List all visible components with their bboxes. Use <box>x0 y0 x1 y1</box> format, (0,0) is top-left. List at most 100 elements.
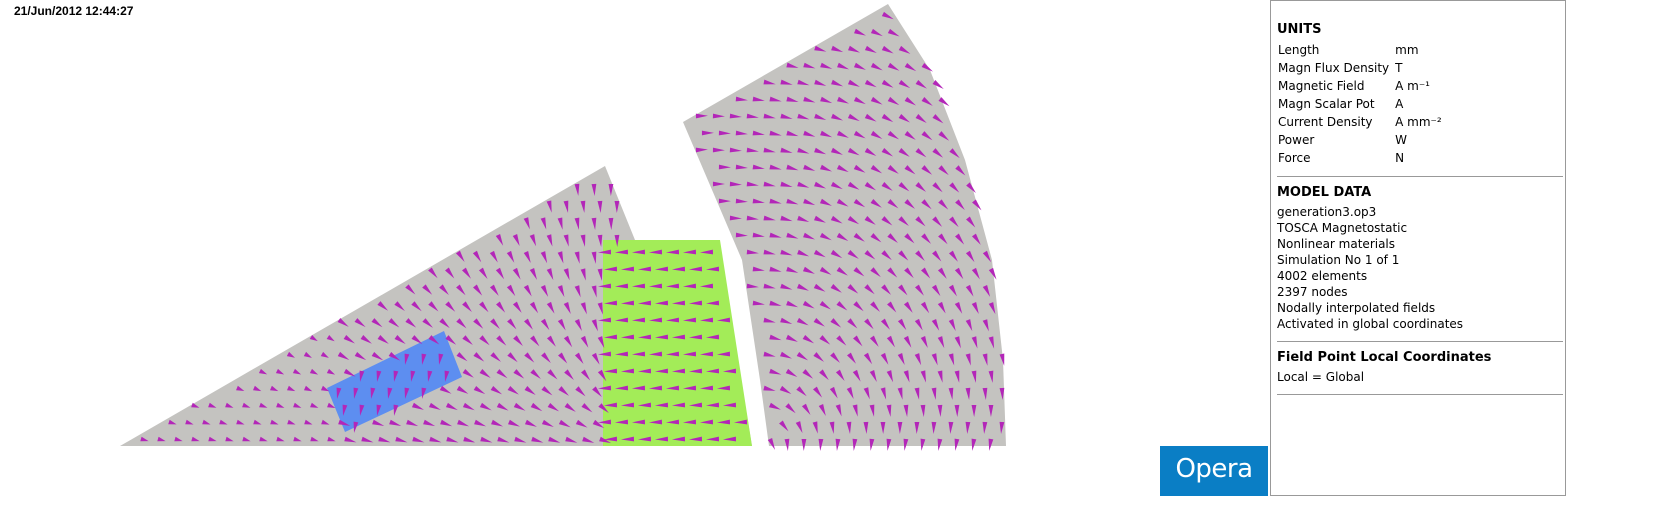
field-arrow <box>796 283 809 291</box>
field-arrow <box>377 301 389 311</box>
field-arrow <box>847 250 859 259</box>
field-arrow <box>880 352 889 365</box>
field-arrow <box>654 368 669 374</box>
field-arrow <box>395 436 408 443</box>
field-arrow <box>971 370 977 383</box>
units-row: Length mm <box>1278 41 1448 59</box>
field-arrow <box>820 62 833 69</box>
units-table: Length mm Magn Flux Density T Magnetic Fie… <box>1278 41 1448 167</box>
field-arrow <box>830 249 843 259</box>
field-arrow <box>524 386 536 395</box>
field-arrow <box>705 334 720 340</box>
model-viewport[interactable] <box>0 0 1268 528</box>
field-arrow <box>803 96 816 103</box>
field-arrow <box>529 234 537 247</box>
field-arrow <box>344 436 357 443</box>
field-arrow <box>819 198 832 206</box>
field-arrow <box>932 148 944 158</box>
field-arrow <box>971 336 978 349</box>
field-arrow <box>473 284 483 296</box>
field-arrow <box>540 318 550 331</box>
field-arrow <box>864 181 877 191</box>
field-arrow <box>784 438 790 451</box>
stator-region <box>120 166 752 446</box>
field-arrow <box>438 353 444 365</box>
field-arrow <box>903 370 910 383</box>
field-arrow <box>921 165 933 175</box>
field-arrow <box>592 419 605 429</box>
field-arrow <box>820 96 833 104</box>
field-arrow <box>507 318 517 330</box>
field-arrow <box>972 199 982 211</box>
field-arrow <box>966 216 976 228</box>
field-arrow <box>869 335 879 347</box>
field-arrow <box>914 421 920 434</box>
field-arrow <box>847 215 860 225</box>
field-arrow <box>769 300 782 306</box>
field-arrow <box>829 421 835 434</box>
field-arrow <box>904 131 916 140</box>
field-arrow <box>887 233 898 243</box>
field-arrow <box>836 198 849 207</box>
field-arrow <box>932 182 943 193</box>
field-arrow <box>140 436 149 442</box>
field-arrow <box>881 11 894 20</box>
field-arrow <box>887 62 900 71</box>
field-arrow <box>752 232 765 238</box>
units-title: UNITS <box>1277 22 1322 37</box>
field-arrow <box>797 215 810 222</box>
field-arrow <box>688 436 703 442</box>
field-arrow <box>938 97 950 107</box>
field-arrow <box>523 251 531 264</box>
field-arrow <box>881 147 894 157</box>
field-arrow <box>359 370 365 382</box>
field-arrow <box>327 436 336 442</box>
field-arrow <box>513 369 525 379</box>
field-arrow <box>496 369 508 379</box>
field-arrow <box>786 164 799 171</box>
field-arrow <box>746 283 759 289</box>
field-arrow <box>937 438 943 451</box>
field-arrow <box>769 130 782 136</box>
field-arrow <box>185 419 194 425</box>
field-arrow <box>359 404 365 416</box>
field-arrow <box>388 318 400 328</box>
field-arrow <box>971 302 979 314</box>
field-arrow <box>863 352 873 365</box>
field-arrow <box>796 386 807 397</box>
field-arrow <box>472 250 482 263</box>
field-arrow <box>671 436 686 442</box>
field-arrow <box>614 385 629 391</box>
field-arrow <box>718 130 731 136</box>
units-value: A m⁻¹ <box>1395 79 1430 93</box>
field-arrow <box>405 284 416 295</box>
field-arrow <box>971 404 977 417</box>
field-arrow <box>803 62 816 69</box>
field-arrow <box>786 232 799 239</box>
field-arrow <box>242 402 251 408</box>
field-arrow <box>310 402 319 408</box>
field-arrow <box>904 233 915 244</box>
field-arrow <box>462 301 472 312</box>
field-arrow <box>354 318 366 328</box>
field-arrow <box>506 250 515 263</box>
field-arrow <box>948 387 954 400</box>
field-arrow <box>530 402 543 412</box>
model-data-line: Simulation No 1 of 1 <box>1277 253 1400 267</box>
units-row: Force N <box>1278 149 1448 167</box>
field-arrow <box>763 147 776 153</box>
field-arrow <box>718 164 731 170</box>
units-label: Force <box>1278 151 1311 165</box>
field-arrow <box>637 402 652 408</box>
field-arrow <box>785 403 796 414</box>
field-arrow <box>446 436 459 443</box>
field-arrow <box>965 250 975 263</box>
field-arrow <box>722 368 737 374</box>
field-arrow <box>915 114 927 123</box>
field-arrow <box>360 335 372 344</box>
field-arrow <box>541 386 553 396</box>
field-arrow <box>769 334 782 341</box>
field-arrow <box>999 421 1005 434</box>
field-arrow <box>831 113 844 121</box>
field-arrow <box>671 300 686 306</box>
